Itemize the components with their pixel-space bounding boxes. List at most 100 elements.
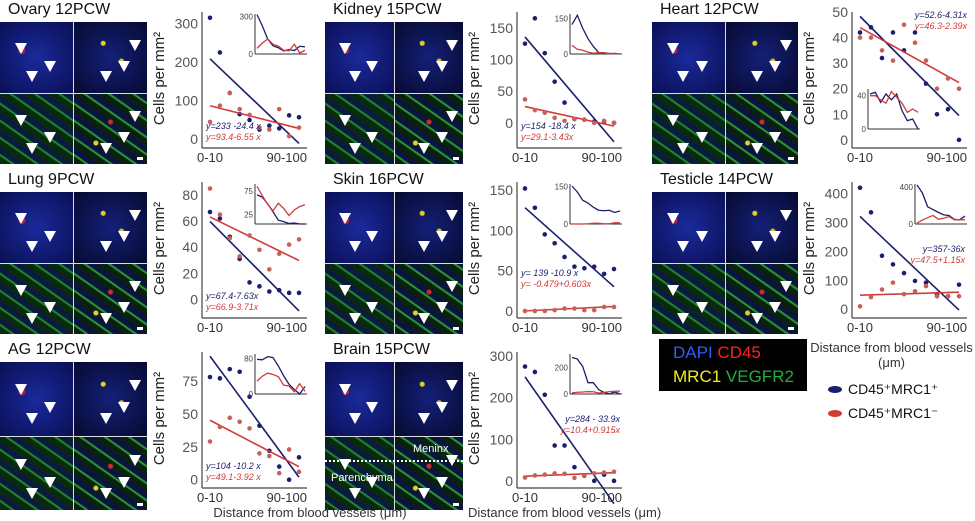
- legend-cd45: CD45: [717, 343, 761, 362]
- arrowhead-icon: [445, 111, 458, 123]
- fit-line: [209, 104, 300, 130]
- fit-equation: y=154 -18.4 x: [520, 121, 576, 131]
- fit-line: [859, 291, 960, 296]
- data-point: [296, 469, 302, 475]
- data-point: [601, 304, 607, 310]
- fit-line: [209, 419, 300, 468]
- data-point: [945, 106, 951, 112]
- x-tick-label: 90-100: [267, 150, 307, 165]
- arrowhead-icon: [445, 209, 458, 221]
- inset-tick-label: 150: [555, 15, 569, 24]
- micrograph-quadrant: [652, 22, 725, 93]
- arrowhead-icon: [348, 142, 361, 154]
- arrowhead-icon: [25, 413, 38, 425]
- data-point: [591, 264, 597, 269]
- micrograph: [325, 362, 463, 510]
- data-point: [572, 464, 577, 470]
- fit-equation: y=284 - 33.9x: [564, 414, 620, 424]
- data-point: [296, 455, 302, 460]
- micrograph-quadrant: [725, 93, 798, 164]
- arrowhead-icon: [769, 230, 781, 242]
- micrograph-quadrant: [0, 192, 73, 263]
- data-point: [890, 58, 896, 63]
- x-tick-label: 90-100: [927, 320, 967, 335]
- arrowhead-icon: [418, 312, 431, 324]
- data-point: [237, 254, 242, 259]
- panel-title: Lung 9PCW: [8, 171, 95, 188]
- arrowhead-icon: [366, 476, 379, 488]
- parenchyma-label: Parenchyma: [331, 472, 393, 484]
- inset-chart: 0 150: [555, 183, 622, 229]
- y-tick-label: 100: [490, 52, 514, 68]
- data-point: [217, 424, 223, 430]
- y-axis-label: Cells per mm²: [151, 202, 168, 295]
- legend-dapi: DAPI: [673, 343, 713, 362]
- micrograph-quadrant: [394, 362, 463, 436]
- y-tick-label: 200: [175, 54, 199, 70]
- data-point: [296, 125, 302, 130]
- inset-chart: 0 300: [240, 13, 307, 59]
- data-point: [207, 439, 213, 444]
- inset-tick-label: 200: [555, 363, 569, 372]
- y-tick-label: 50: [182, 406, 198, 422]
- data-point: [522, 186, 528, 191]
- arrowhead-icon: [348, 312, 361, 324]
- inset-line: [571, 390, 621, 394]
- arrowhead-icon: [769, 132, 781, 144]
- micrograph-quadrant: [394, 436, 463, 510]
- x-tick-label: 90-100: [267, 490, 307, 505]
- panel-title: Heart 12PCW: [660, 1, 759, 18]
- x-tick-label: 0-10: [197, 320, 223, 335]
- y-tick-label: 0: [190, 291, 198, 307]
- y-axis-label: Cells per mm²: [151, 372, 168, 465]
- data-point: [286, 133, 292, 139]
- legend-mrc1: MRC1: [673, 367, 722, 386]
- data-point: [552, 443, 557, 448]
- arrowhead-icon: [666, 213, 679, 225]
- arrowhead-icon: [779, 39, 792, 51]
- inset-line: [256, 372, 306, 393]
- scale-bar: [453, 327, 459, 330]
- data-point: [945, 293, 951, 299]
- micrograph-quadrant: [394, 22, 463, 93]
- arrowhead-icon: [99, 241, 112, 253]
- data-point: [934, 112, 940, 117]
- data-point: [591, 478, 597, 484]
- arrowhead-icon: [128, 380, 141, 392]
- data-point: [207, 15, 213, 21]
- arrowhead-icon: [338, 43, 351, 55]
- arrowhead-icon: [666, 43, 679, 55]
- data-point: [562, 471, 567, 477]
- data-point: [247, 280, 252, 285]
- arrowhead-icon: [418, 241, 431, 253]
- data-point: [868, 294, 874, 300]
- data-point: [912, 30, 918, 35]
- data-point: [591, 471, 597, 476]
- data-point: [267, 289, 272, 294]
- inset-tick-label: 0: [249, 390, 254, 399]
- legend-marker-blue: [828, 385, 842, 393]
- arrowhead-icon: [338, 114, 351, 126]
- arrowhead-icon: [43, 230, 56, 242]
- data-point: [572, 475, 577, 481]
- data-point: [582, 265, 587, 271]
- y-tick-label: 80: [182, 187, 198, 203]
- scale-bar: [453, 157, 459, 160]
- arrowhead-icon: [117, 230, 130, 242]
- y-tick-label: 30: [832, 55, 848, 71]
- micrograph-quadrant: [394, 192, 463, 263]
- arrowhead-icon: [25, 241, 38, 253]
- y-tick-label: 75: [182, 373, 198, 389]
- scatter-chart: 0 100 200 300 0-10 90-100 Cells per mm² y=233 -…: [151, 12, 307, 165]
- y-axis-label: Cells per mm²: [801, 202, 818, 295]
- arrowhead-icon: [43, 60, 56, 72]
- micrograph-quadrant: [0, 436, 73, 510]
- data-point: [901, 270, 907, 276]
- arrowhead-icon: [99, 142, 112, 154]
- fit-equation: y=67.4-7.63x: [205, 291, 259, 301]
- data-point: [857, 185, 863, 191]
- inset-line: [571, 356, 621, 395]
- fit-equation: y= -0.479+0.603x: [520, 279, 592, 289]
- y-tick-label: 0: [505, 303, 513, 319]
- micrograph-quadrant: [394, 263, 463, 334]
